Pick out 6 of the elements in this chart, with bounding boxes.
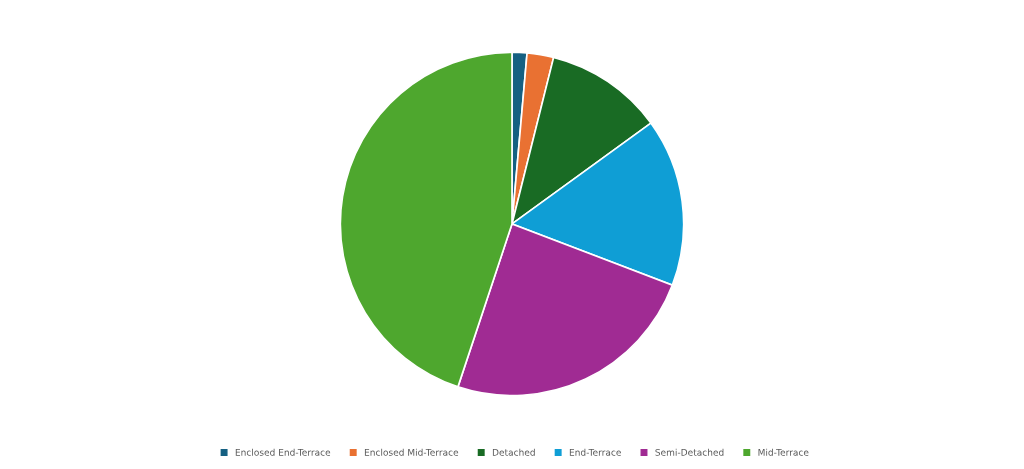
legend-label: Mid-Terrace (758, 448, 809, 456)
legend-label: Enclosed Mid-Terrace (364, 448, 459, 456)
legend-label: End-Terrace (569, 448, 621, 456)
legend-label: Semi-Detached (655, 448, 724, 456)
legend-label: Detached (492, 448, 535, 456)
legend-label: Enclosed End-Terrace (235, 448, 331, 456)
